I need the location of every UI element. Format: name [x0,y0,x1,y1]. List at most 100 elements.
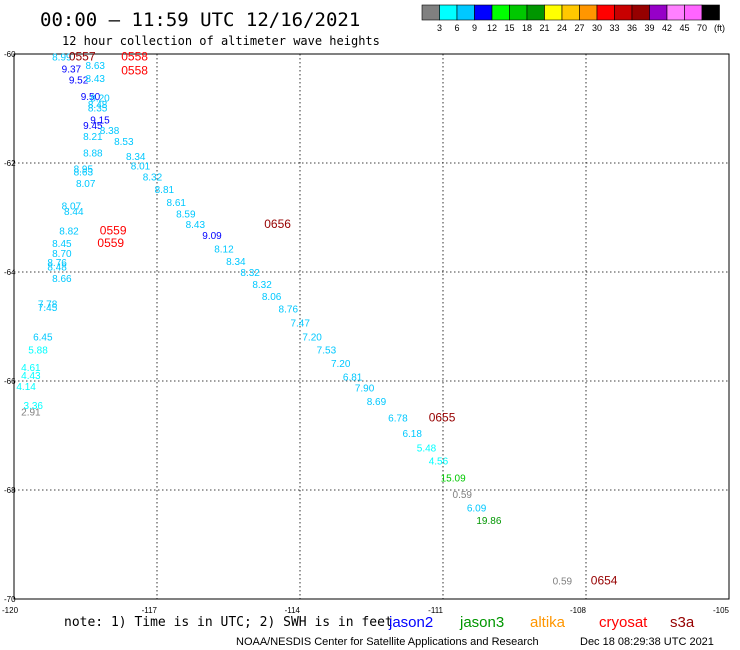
legend-label: 18 [522,23,532,33]
legend-swatch [526,4,545,21]
legend-label: 15 [504,23,514,33]
footer-credit: NOAA/NESDIS Center for Satellite Applica… [236,636,539,648]
wave-height-label: 8.07 [62,202,82,213]
x-tick-label: -108 [570,606,587,615]
satellite-altika: altika [530,614,566,631]
wave-height-label: 8.69 [367,397,387,408]
wave-height-label: 8.21 [83,132,103,143]
wave-height-label: 7.47 [290,319,310,330]
pass-time-label: 0656 [264,217,291,231]
wave-height-label: 7.53 [317,345,337,356]
legend-label: 39 [644,23,654,33]
wave-height-label: 7.45 [38,303,58,314]
legend-label: 24 [557,23,567,33]
wave-height-label: 4.43 [21,371,41,382]
wave-height-label: 8.76 [47,258,67,269]
wave-height-label: 8.20 [90,94,110,105]
wave-height-label: 8.45 [52,239,72,250]
legend-swatch [579,4,598,21]
wave-height-label: 8.63 [74,168,94,179]
wave-height-label: 9.09 [202,231,222,242]
y-tick-label: -60 [4,50,16,59]
x-tick-label: -114 [285,606,301,615]
wave-height-label: 9.50 [81,92,101,103]
legend-label: 45 [679,23,689,33]
x-tick-label: -117 [142,606,158,615]
pass-time-label: 0654 [591,573,618,587]
legend-swatch [666,4,685,21]
wave-height-label: 8.59 [176,210,196,221]
wave-height-label: 7.90 [355,384,375,395]
y-tick-label: -62 [4,159,16,168]
wave-height-label: 6.09 [467,503,487,514]
legend-label: 21 [539,23,549,33]
satellite-s3a: s3a [670,614,695,631]
wave-height-label: 9.37 [62,65,82,76]
wave-height-label: 6.81 [343,373,363,384]
satellite-legend: jason2 jason3 altika cryosat s3a [388,614,695,631]
plot-frame [13,53,730,600]
wave-height-label: 9.52 [69,76,89,87]
wave-height-label: 8.66 [52,274,72,285]
legend-swatch [701,4,720,21]
wave-height-label: 0.59 [453,490,473,501]
satellite-cryosat: cryosat [599,614,648,631]
legend-label: 36 [627,23,637,33]
wave-height-label: 5.48 [417,443,437,454]
pass-time-label: 0558 [121,63,148,77]
legend-label: 9 [472,23,477,33]
wave-height-label: 7.20 [331,359,351,370]
wave-height-label: 8.48 [88,100,108,111]
legend-swatch [456,4,475,21]
legend-swatch [684,4,703,21]
legend-label: 33 [609,23,619,33]
wave-height-label: 8.63 [86,61,106,72]
wave-height-label: 8.82 [59,227,79,238]
legend-label: 12 [487,23,497,33]
legend-swatch [491,4,510,21]
wave-height-label: 4.61 [21,363,41,374]
wave-height-label: 8.99 [52,53,72,64]
wave-height-label: 9.15 [90,115,110,126]
color-scale-legend: 3 6 9 12 15 18 21 24 27 30 33 36 39 42 45 70 (ft) [421,4,725,33]
x-tick-label: -120 [2,606,19,615]
wave-height-label: 5.88 [28,345,48,356]
legend-swatch [614,4,633,21]
pass-time-label: 0559 [100,224,127,238]
legend-swatch [474,4,493,21]
wave-height-label: 9.45 [83,121,103,132]
wave-height-label: 7.20 [302,332,322,343]
y-tick-label: -68 [4,486,16,495]
wave-height-label: 8.61 [167,198,187,209]
legend-label: 3 [437,23,442,33]
wave-height-label: 8.70 [52,249,72,260]
wave-height-label: 8.76 [279,305,299,316]
legend-label: 42 [662,23,672,33]
x-tick-labels: -120 -117 -114 -111 -108 -105 [2,606,730,615]
y-tick-label: -66 [4,377,16,386]
wave-height-label: 15.09 [441,473,466,484]
wave-height-label: 8.34 [126,152,146,163]
legend-swatch [509,4,528,21]
wave-height-label: 8.06 [262,292,282,303]
pass-time-label: 0655 [429,411,456,425]
pass-time-label: 0557 [69,50,96,64]
legend-swatch [421,4,440,21]
satellite-jason3: jason3 [459,614,504,631]
legend-swatch [544,4,563,21]
wave-height-label: 6.18 [402,429,422,440]
legend-label: (ft) [714,23,725,33]
x-tick-label: -105 [713,606,730,615]
legend-label: 27 [574,23,584,33]
wave-height-label: 8.34 [226,257,246,268]
wave-height-label: 8.88 [83,149,103,160]
chart-subtitle: 12 hour collection of altimeter wave hei… [62,34,380,48]
wave-height-label: 8.43 [86,74,106,85]
pass-time-label: 0559 [97,236,124,250]
legend-label: 6 [454,23,459,33]
footer-note: note: 1) Time is in UTC; 2) SWH is in fe… [64,615,393,630]
wave-height-label: 6.45 [33,332,53,343]
footer-timestamp: Dec 18 08:29:38 UTC 2021 [580,636,714,648]
